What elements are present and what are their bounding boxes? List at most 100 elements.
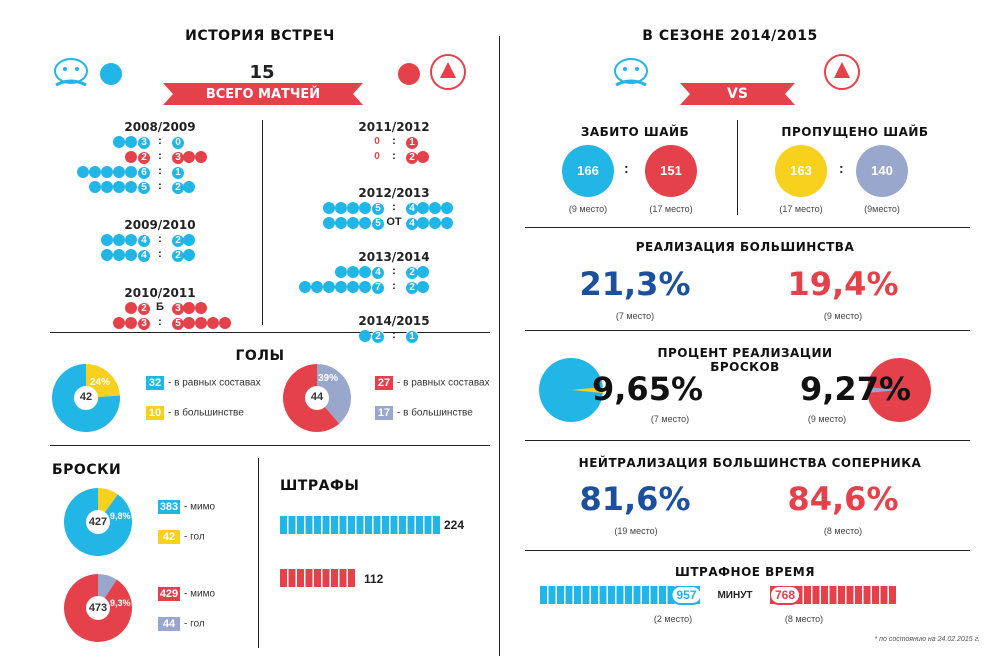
scored-away-circle: 151 [645,145,697,197]
score-dot [311,281,323,293]
goals-home-pp: 10- в большинстве [146,406,244,420]
bar-segment [804,586,811,604]
pp-home-rank: (7 место) [615,311,655,321]
score-dot [113,181,125,193]
score-separator: Б [156,301,164,313]
pk-home-value: 81,6% [579,480,691,518]
bar-segment [548,586,556,604]
bar-segment [314,569,321,587]
score-dot [323,281,335,293]
score-row: 4:2 [0,248,1000,263]
pie-center [86,596,110,620]
pim-home-bar: 957 [540,586,700,605]
bar-segment [288,516,296,534]
conceded-home-rank: (17 место) [779,204,823,214]
score-dot: 5 [137,181,151,195]
pp-title: РЕАЛИЗАЦИЯ БОЛЬШИНСТВА [635,240,855,254]
bar-segment [339,516,347,534]
shots-title: БРОСКИ [52,462,122,478]
score-dot: 4 [405,217,419,231]
bar-segment [407,516,415,534]
score-dot [77,166,89,178]
divider-right-1 [525,227,970,228]
score-row: 0:1 [0,135,1000,150]
score-dot: 4 [137,234,151,248]
scored-home-circle: 166 [562,145,614,197]
score-dot: 2 [137,151,151,165]
score-dot [183,234,195,246]
score-dot [359,202,371,214]
shots-away-goal: 44- гол [158,617,205,631]
bar-segment [280,569,287,587]
score-dot [101,181,113,193]
bar-segment [574,586,581,604]
season-title: В СЕЗОНЕ 2014/2015 [642,28,818,44]
score-dot: 4 [371,266,385,280]
score-separator: : [392,150,396,162]
score-dot [195,317,207,329]
bar-segment [540,586,547,604]
score-dot [113,234,125,246]
score-dot [183,249,195,261]
shotpct-away-value: 9,27% [800,370,912,408]
score-dot [347,217,359,229]
penalties-home-bar [280,516,440,534]
barys-dot [100,63,122,85]
pim-unit: МИНУТ [717,590,753,601]
conceded-colon: : [839,160,844,176]
bar-segment [846,586,854,604]
goals-title: ГОЛЫ [235,348,285,364]
barys-logo [54,58,88,87]
bar-segment [365,516,372,534]
score-dot [299,281,311,293]
barys-logo-right [614,58,648,87]
score-dot: 7 [371,281,385,295]
score-dot: 1 [171,166,185,180]
score-row: 5:2 [0,180,1000,195]
bar-segment [880,586,888,604]
score-row: 5 ОТ 4 [0,216,1000,231]
bar-segment [650,586,658,604]
shots-away-miss: 429- мимо [158,587,216,601]
scored-home-rank: (9 место) [568,204,608,214]
bar-segment [424,516,432,534]
score-dot: 2 [371,330,385,344]
score-dot [207,317,219,329]
bar-value-label: 768 [775,588,795,602]
pk-away-rank: (8 место) [823,526,863,536]
bar-segment [557,586,564,604]
score-dot [125,249,137,261]
score-dot [219,317,231,329]
pim-away-bar: 768 [770,586,896,605]
score-dot: 6 [137,166,151,180]
score-dot [183,302,195,314]
torpedo-dot [398,63,420,85]
pp-home-value: 21,3% [579,265,691,303]
bar-segment [399,516,406,534]
bar-segment [373,516,381,534]
bar-segment [659,586,666,604]
score-separator: : [158,316,162,328]
score-dot: 0 [374,136,380,147]
goals-away-pct: 39% [318,373,339,384]
score-dot [417,281,429,293]
conceded-home-circle: 163 [775,145,827,197]
goals-home-total: 42 [79,391,93,403]
score-dot [101,234,113,246]
bar-segment [582,586,590,604]
score-separator: : [158,248,162,260]
total-ribbon [163,83,363,105]
bar-segment [855,586,862,604]
bar-segment [280,516,287,534]
pie-slice [86,364,120,398]
divider-right-v [737,120,738,215]
score-separator: : [158,165,162,177]
footnote: * по состоянию на 24.02.2015 г. [874,636,980,643]
score-row: 3:5 [0,316,1000,331]
score-dot [89,166,101,178]
penalties-home-value: 224 [444,518,465,532]
shots-home-pct: 9,8% [110,511,131,521]
season-year: 2011/2012 [358,120,430,134]
scored-away-rank: (17 место) [649,204,693,214]
pk-home-rank: (19 место) [614,526,658,536]
